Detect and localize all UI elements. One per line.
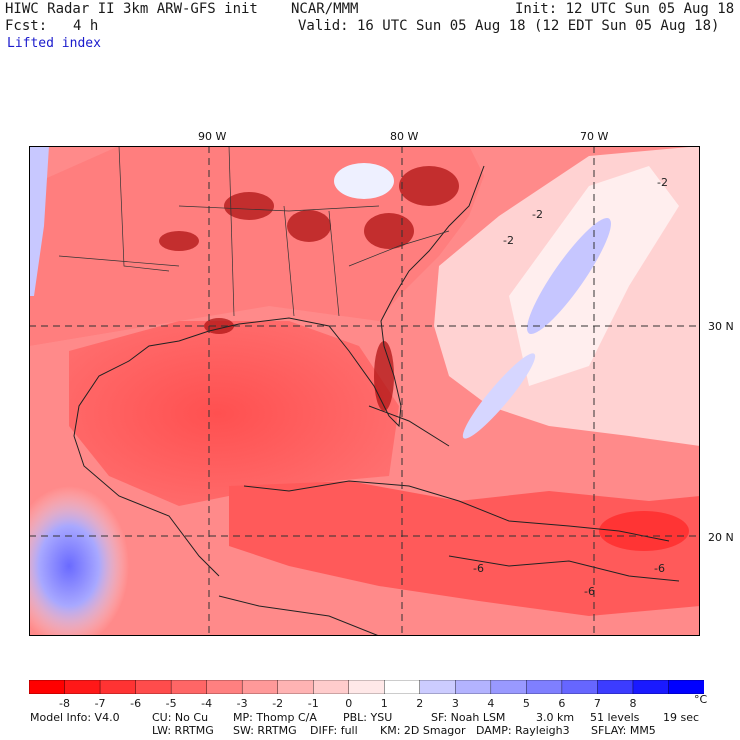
colorbar-tick-label: -5 <box>165 697 177 710</box>
map-frame <box>29 146 700 636</box>
footer-time: 19 sec <box>663 711 700 724</box>
footer-cu: CU: No Cu <box>152 711 209 724</box>
footer-resolution: 3.0 km <box>536 711 575 724</box>
graticule <box>29 146 700 636</box>
caribbean-core <box>599 511 689 551</box>
colorbar-swatch <box>206 680 243 694</box>
colorbar-tick-label: -8 <box>59 697 70 710</box>
colorbar-swatch <box>99 680 137 694</box>
lon-tick-80w: 80 W <box>390 130 419 143</box>
valid-label: Valid: 16 UTC Sun 05 Aug 18 (12 EDT Sun … <box>298 18 720 34</box>
contour-label: -6 <box>584 585 595 598</box>
gulf-region <box>69 321 399 506</box>
state-borders <box>58 146 450 317</box>
atlantic-blue-streak-2 <box>462 353 536 439</box>
footer-sf: SF: Noah LSM <box>431 711 506 724</box>
colorbar-swatch <box>490 680 528 694</box>
atlantic-blue-streak <box>527 218 611 334</box>
footer-mp: MP: Thomp C/A <box>233 711 317 724</box>
fcst-label: Fcst: <box>5 18 48 34</box>
colorbar-swatch <box>135 680 172 694</box>
colorbar-tick-label: 5 <box>522 697 530 710</box>
colorbar-swatch <box>668 680 704 694</box>
footer-levels: 51 levels <box>590 711 640 724</box>
org-label: NCAR/MMM <box>291 1 359 17</box>
colorbar <box>29 680 704 694</box>
colorbar-swatch <box>455 680 492 694</box>
colorbar-swatch <box>277 680 314 694</box>
lat-tick-20n: 20 N <box>708 531 734 544</box>
colorbar-swatch <box>313 680 350 694</box>
colorbar-tick-label: -7 <box>94 697 106 710</box>
title-left: HIWC Radar II 3km ARW-GFS init <box>5 1 258 17</box>
colorbar-tick-label: 3 <box>451 697 459 710</box>
colorbar-swatch <box>632 680 670 694</box>
colorbar-tick-label: 4 <box>487 697 495 710</box>
colorbar-swatch <box>384 680 421 694</box>
colorbar-swatch <box>64 680 101 694</box>
caribbean-band <box>229 481 700 616</box>
contour-label: -2 <box>532 208 543 221</box>
footer-damp: DAMP: Rayleigh3 <box>476 724 570 737</box>
colorbar-tick-label: 7 <box>593 697 601 710</box>
footer-pbl: PBL: YSU <box>343 711 393 724</box>
colorbar-swatch <box>526 680 563 694</box>
colorbar-tick-label: 2 <box>416 697 424 710</box>
atlantic-near-zero <box>509 166 679 386</box>
colorbar-swatch <box>597 680 634 694</box>
colorbar-tick-label: -2 <box>272 697 284 710</box>
colorbar-swatch <box>419 680 457 694</box>
contour-label: -6 <box>654 562 665 575</box>
convection-cells <box>159 166 459 411</box>
ohio-valley-blue <box>334 163 394 199</box>
lon-tick-70w: 70 W <box>580 130 609 143</box>
lat-tick-30n: 30 N <box>708 320 734 333</box>
colorbar-tick-label: -3 <box>236 697 248 710</box>
footer-sw: SW: RRTMG <box>233 724 297 737</box>
colorbar-swatch <box>241 680 279 694</box>
contour-label: -6 <box>473 562 484 575</box>
footer-km: KM: 2D Smagor <box>380 724 466 737</box>
footer-lw: LW: RRTMG <box>152 724 214 737</box>
colorbar-tick-label: -6 <box>130 697 142 710</box>
colorbar-unit: °C <box>694 693 708 706</box>
colorbar-swatch <box>561 680 599 694</box>
fcst-value: 4 h <box>73 18 99 34</box>
contour-label: -2 <box>657 176 668 189</box>
field-name: Lifted index <box>7 36 101 51</box>
colorbar-swatch <box>348 680 385 694</box>
lifted-index-map: -2 -2 -2 -6 -6 -6 <box>29 146 700 636</box>
footer-diff: DIFF: full <box>310 724 358 737</box>
colorbar-tick-label: -4 <box>201 697 213 710</box>
colorbar-tick-label: 8 <box>629 697 637 710</box>
footer-model-info: Model Info: V4.0 <box>30 711 120 724</box>
colorbar-tick-label: 6 <box>558 697 566 710</box>
footer-sflay: SFLAY: MM5 <box>591 724 656 737</box>
colorbar-swatch <box>29 680 66 694</box>
colorbar-tick-label: 1 <box>380 697 388 710</box>
colorbar-tick-label: 0 <box>345 697 353 710</box>
west-blue-strip <box>29 146 49 296</box>
colorbar-tick-label: -1 <box>307 697 319 710</box>
colorbar-swatch <box>170 680 208 694</box>
lon-tick-90w: 90 W <box>198 130 227 143</box>
contour-label: -2 <box>503 234 514 247</box>
pacific-blue <box>29 486 129 636</box>
init-label: Init: 12 UTC Sun 05 Aug 18 <box>515 1 735 17</box>
